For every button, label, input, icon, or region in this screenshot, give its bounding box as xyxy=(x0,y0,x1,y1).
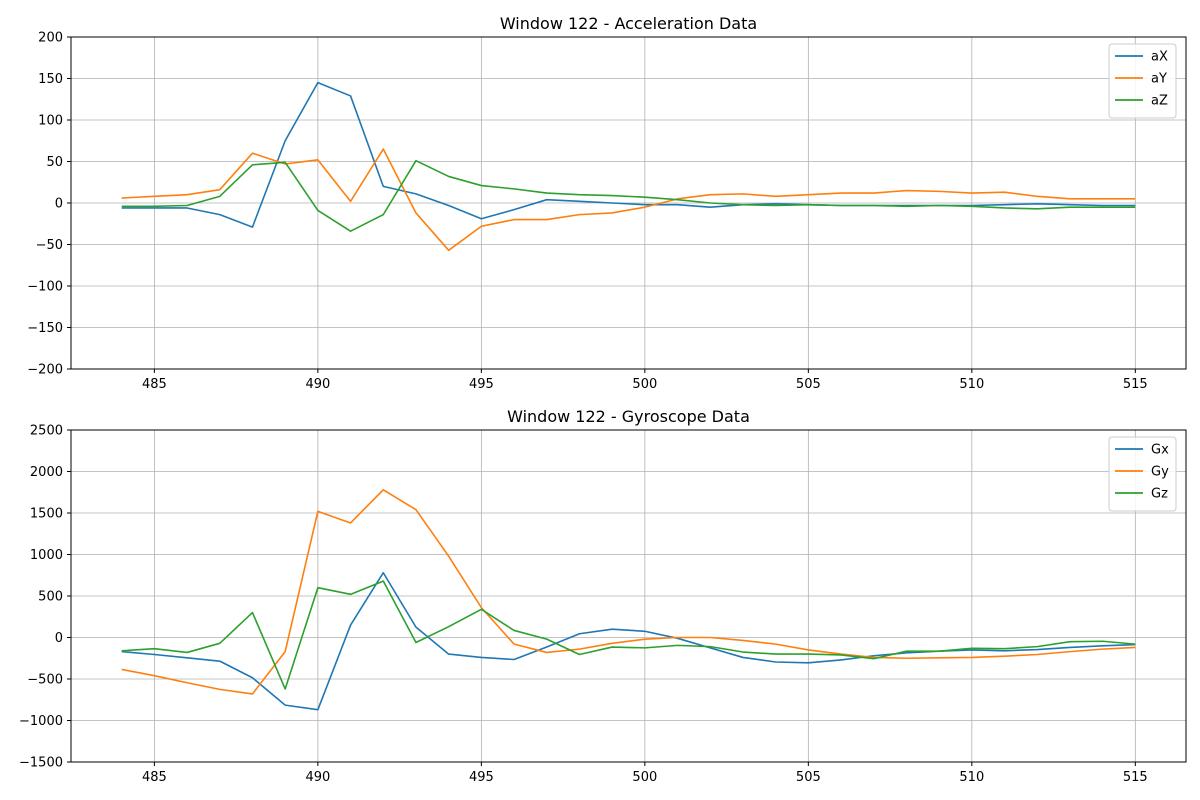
x-tick-label: 505 xyxy=(796,377,821,392)
x-tick-label: 510 xyxy=(959,770,984,785)
legend-label: Gx xyxy=(1151,443,1169,458)
series-line-Gx xyxy=(121,571,1136,711)
y-tick-label: 1000 xyxy=(30,548,63,563)
x-tick-label: 490 xyxy=(305,770,330,785)
y-tick-label: −1500 xyxy=(19,756,63,771)
y-tick-label: −50 xyxy=(36,238,63,253)
x-tick-label: 515 xyxy=(1123,377,1148,392)
chart-title: Window 122 - Acceleration Data xyxy=(500,14,757,33)
y-tick-label: 1500 xyxy=(30,507,63,522)
y-tick-label: 50 xyxy=(46,155,63,170)
x-tick-label: 495 xyxy=(469,770,494,785)
y-tick-label: −100 xyxy=(27,280,63,295)
y-tick-label: 2000 xyxy=(30,465,63,480)
x-tick-label: 485 xyxy=(142,770,167,785)
y-tick-label: −1000 xyxy=(19,714,63,729)
series-line-aZ xyxy=(121,159,1136,233)
y-tick-label: 500 xyxy=(38,590,63,605)
y-tick-label: 2500 xyxy=(30,424,63,439)
series-line-aX xyxy=(121,81,1136,228)
legend: Gx Gy Gz xyxy=(1108,436,1177,512)
legend-label: aY xyxy=(1151,72,1167,87)
y-tick-label: −500 xyxy=(27,673,63,688)
legend-label: Gy xyxy=(1151,465,1169,480)
y-tick-label: 0 xyxy=(55,197,63,212)
legend-label: aZ xyxy=(1151,94,1168,109)
series-line-Gz xyxy=(121,580,1136,690)
y-tick-label: 100 xyxy=(38,114,63,129)
y-tick-label: 0 xyxy=(55,631,63,646)
legend-label: Gz xyxy=(1151,487,1168,502)
y-tick-label: 150 xyxy=(38,72,63,87)
y-tick-label: −150 xyxy=(27,321,63,336)
chart-panel-2: 485 490 495 500 505 510 515 −1500 −1000 −500 0 500 1… xyxy=(19,407,1187,785)
x-tick-label: 485 xyxy=(142,377,167,392)
chart-title: Window 122 - Gyroscope Data xyxy=(507,407,750,426)
legend-label: aX xyxy=(1151,50,1168,65)
y-tick-label: 200 xyxy=(38,31,63,46)
series-line-Gy xyxy=(121,488,1136,695)
x-tick-label: 510 xyxy=(959,377,984,392)
legend: aX aY aZ xyxy=(1108,43,1177,119)
x-tick-label: 495 xyxy=(469,377,494,392)
x-tick-label: 515 xyxy=(1123,770,1148,785)
x-tick-label: 500 xyxy=(632,377,657,392)
series-line-aY xyxy=(121,148,1136,252)
y-tick-label: −200 xyxy=(27,363,63,378)
x-tick-label: 505 xyxy=(796,770,821,785)
chart-panel-1: 485 490 495 500 505 510 515 −200 −150 −100 −50 0 50 1… xyxy=(27,14,1187,392)
x-tick-label: 490 xyxy=(305,377,330,392)
x-tick-label: 500 xyxy=(632,770,657,785)
